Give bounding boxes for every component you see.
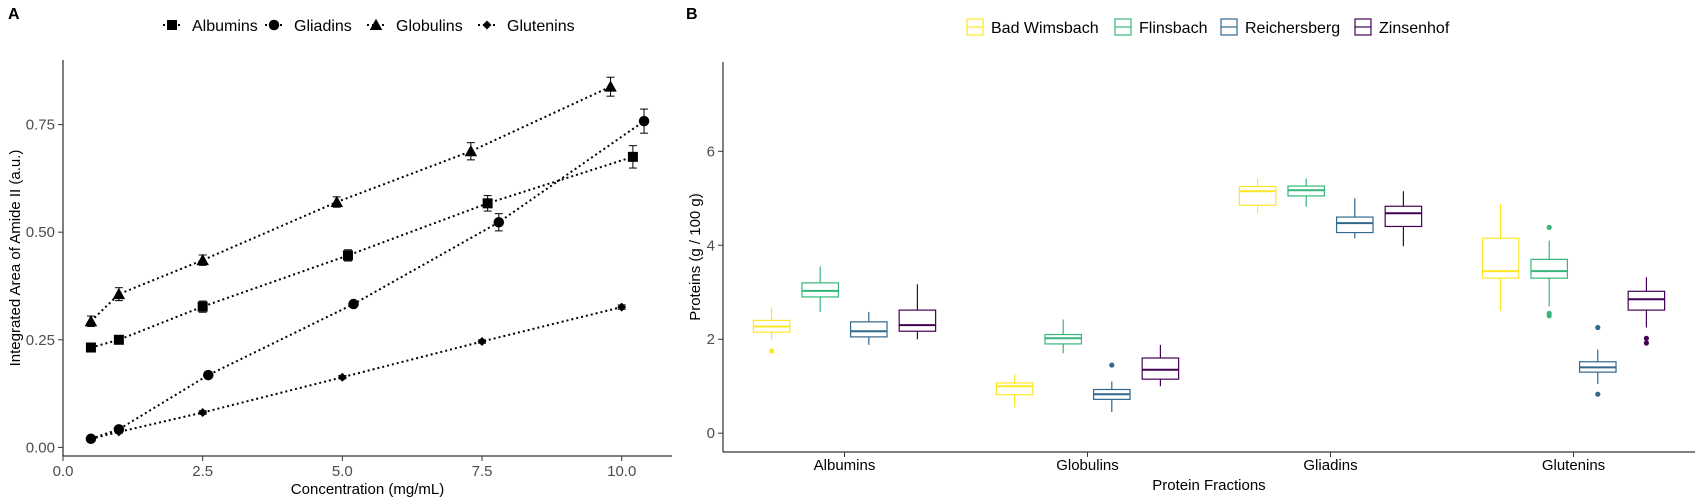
legend-key-marker — [268, 19, 280, 31]
box-outlier — [1546, 224, 1552, 230]
data-point — [482, 198, 493, 209]
legend-label: Bad Wimsbach — [991, 20, 1099, 37]
box-iqr — [1384, 205, 1423, 228]
box-iqr — [1238, 185, 1277, 206]
data-point — [84, 315, 98, 327]
box-outlier — [769, 348, 775, 354]
panel-label-b: B — [686, 6, 698, 23]
box-outlier — [1643, 335, 1649, 341]
data-point — [112, 287, 126, 300]
legend-label: Zinsenhof — [1379, 20, 1450, 37]
legend-key-marker — [369, 18, 383, 30]
y-tick-label: 2 — [707, 331, 715, 348]
x-tick-label: 10.0 — [607, 463, 636, 480]
series-line — [90, 85, 611, 322]
legend-label: Albumins — [192, 18, 258, 35]
data-point — [464, 145, 478, 157]
data-point — [604, 80, 617, 92]
data-point — [617, 302, 627, 312]
box-iqr — [849, 321, 888, 338]
data-point — [86, 434, 96, 444]
box-outlier — [1109, 362, 1115, 368]
legend-label: Reichersberg — [1245, 20, 1340, 37]
x-tick-label: Glutenins — [1542, 457, 1605, 474]
data-point — [477, 337, 487, 347]
x-axis-title: Protein Fractions — [1152, 477, 1265, 494]
panel-a-scatter-chart: 0.0 2.5 5.0 7.5 10.0 0.00 0.25 0.50 0.75 Concentr… — [7, 18, 672, 498]
data-point — [203, 369, 214, 381]
box-iqr — [995, 382, 1034, 396]
x-tick-label: 7.5 — [472, 463, 493, 480]
legend-label: Glutenins — [507, 18, 575, 35]
series-line — [90, 120, 645, 440]
legend-key-marker — [167, 20, 177, 30]
x-tick-label: Globulins — [1056, 457, 1119, 474]
data-point — [638, 115, 650, 127]
x-tick-label: 2.5 — [192, 463, 213, 480]
x-axis-title: Concentration (mg/mL) — [291, 481, 444, 498]
y-axis-title: Integrated Area of Amide II (a.u.) — [7, 150, 24, 367]
panel-label-a: A — [8, 6, 20, 23]
data-point — [627, 151, 638, 162]
data-point — [348, 298, 359, 310]
data-point — [337, 372, 347, 382]
x-tick-label: Albumins — [814, 457, 876, 474]
y-tick-label: 0 — [707, 425, 715, 442]
box-iqr — [1335, 216, 1374, 234]
data-point — [197, 301, 208, 312]
box-outlier — [1643, 340, 1649, 346]
y-tick-label: 0.00 — [26, 439, 55, 456]
box-iqr — [898, 309, 937, 332]
legend-label: Flinsbach — [1139, 20, 1207, 37]
data-point — [196, 253, 209, 266]
series-line — [90, 306, 622, 440]
y-tick-label: 0.75 — [26, 117, 55, 134]
data-point — [198, 408, 208, 418]
y-axis-title: Proteins (g / 100 g) — [687, 193, 704, 321]
x-tick-label: 0.0 — [53, 463, 74, 480]
box-iqr — [1141, 357, 1180, 380]
data-point — [342, 250, 353, 261]
y-tick-label: 6 — [707, 143, 715, 160]
y-tick-label: 0.25 — [26, 332, 55, 349]
data-point — [330, 195, 344, 208]
box-iqr — [1530, 258, 1569, 279]
legend-key-marker — [482, 20, 492, 30]
x-tick-label: 5.0 — [332, 463, 353, 480]
x-tick-label: Gliadins — [1303, 457, 1357, 474]
legend-label: Globulins — [396, 18, 463, 35]
panel-b-box-chart: 0 2 4 6 Albumins Globulins Gliadins Glutenins Pr… — [687, 18, 1695, 494]
data-point — [113, 334, 124, 345]
box-outlier — [1546, 313, 1552, 319]
box-iqr — [1481, 237, 1520, 279]
box-outlier — [1595, 324, 1601, 331]
box-outlier — [1595, 391, 1601, 397]
box-iqr — [1627, 290, 1666, 311]
series-line — [90, 155, 634, 349]
data-point — [85, 342, 96, 353]
y-tick-label: 0.50 — [26, 224, 55, 241]
data-point — [493, 217, 505, 228]
data-point — [114, 427, 124, 437]
y-tick-label: 4 — [707, 237, 715, 254]
legend-label: Gliadins — [294, 18, 352, 35]
